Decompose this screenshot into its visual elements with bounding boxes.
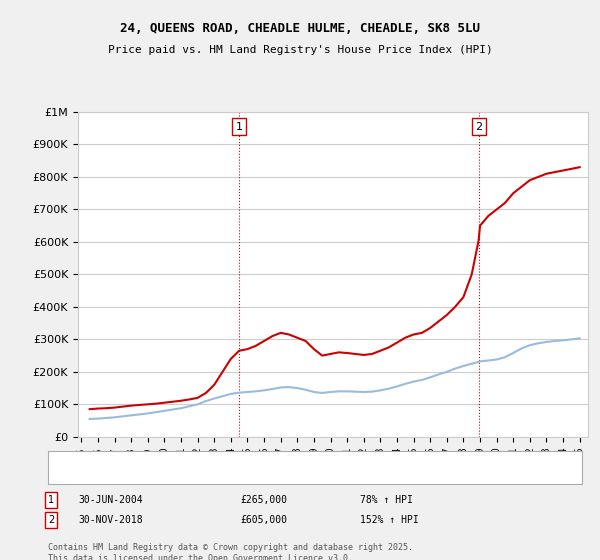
Text: Price paid vs. HM Land Registry's House Price Index (HPI): Price paid vs. HM Land Registry's House … [107,45,493,55]
Text: 24, QUEENS ROAD, CHEADLE HULME, CHEADLE, SK8 5LU: 24, QUEENS ROAD, CHEADLE HULME, CHEADLE,… [120,22,480,35]
Text: —: — [60,451,68,466]
Text: 30-JUN-2004: 30-JUN-2004 [78,495,143,505]
Text: 30-NOV-2018: 30-NOV-2018 [78,515,143,525]
Text: —: — [60,468,68,482]
Text: HPI: Average price, semi-detached house, Stockport: HPI: Average price, semi-detached house,… [84,470,378,480]
Text: 1: 1 [48,495,54,505]
Text: 152% ↑ HPI: 152% ↑ HPI [360,515,419,525]
Text: 2: 2 [475,122,482,132]
Text: 24, QUEENS ROAD, CHEADLE HULME, CHEADLE, SK8 5LU (semi-detached house): 24, QUEENS ROAD, CHEADLE HULME, CHEADLE,… [84,454,495,464]
Text: £605,000: £605,000 [240,515,287,525]
Text: Contains HM Land Registry data © Crown copyright and database right 2025.
This d: Contains HM Land Registry data © Crown c… [48,543,413,560]
Text: 1: 1 [236,122,242,132]
Text: 2: 2 [48,515,54,525]
Text: 78% ↑ HPI: 78% ↑ HPI [360,495,413,505]
Text: £265,000: £265,000 [240,495,287,505]
